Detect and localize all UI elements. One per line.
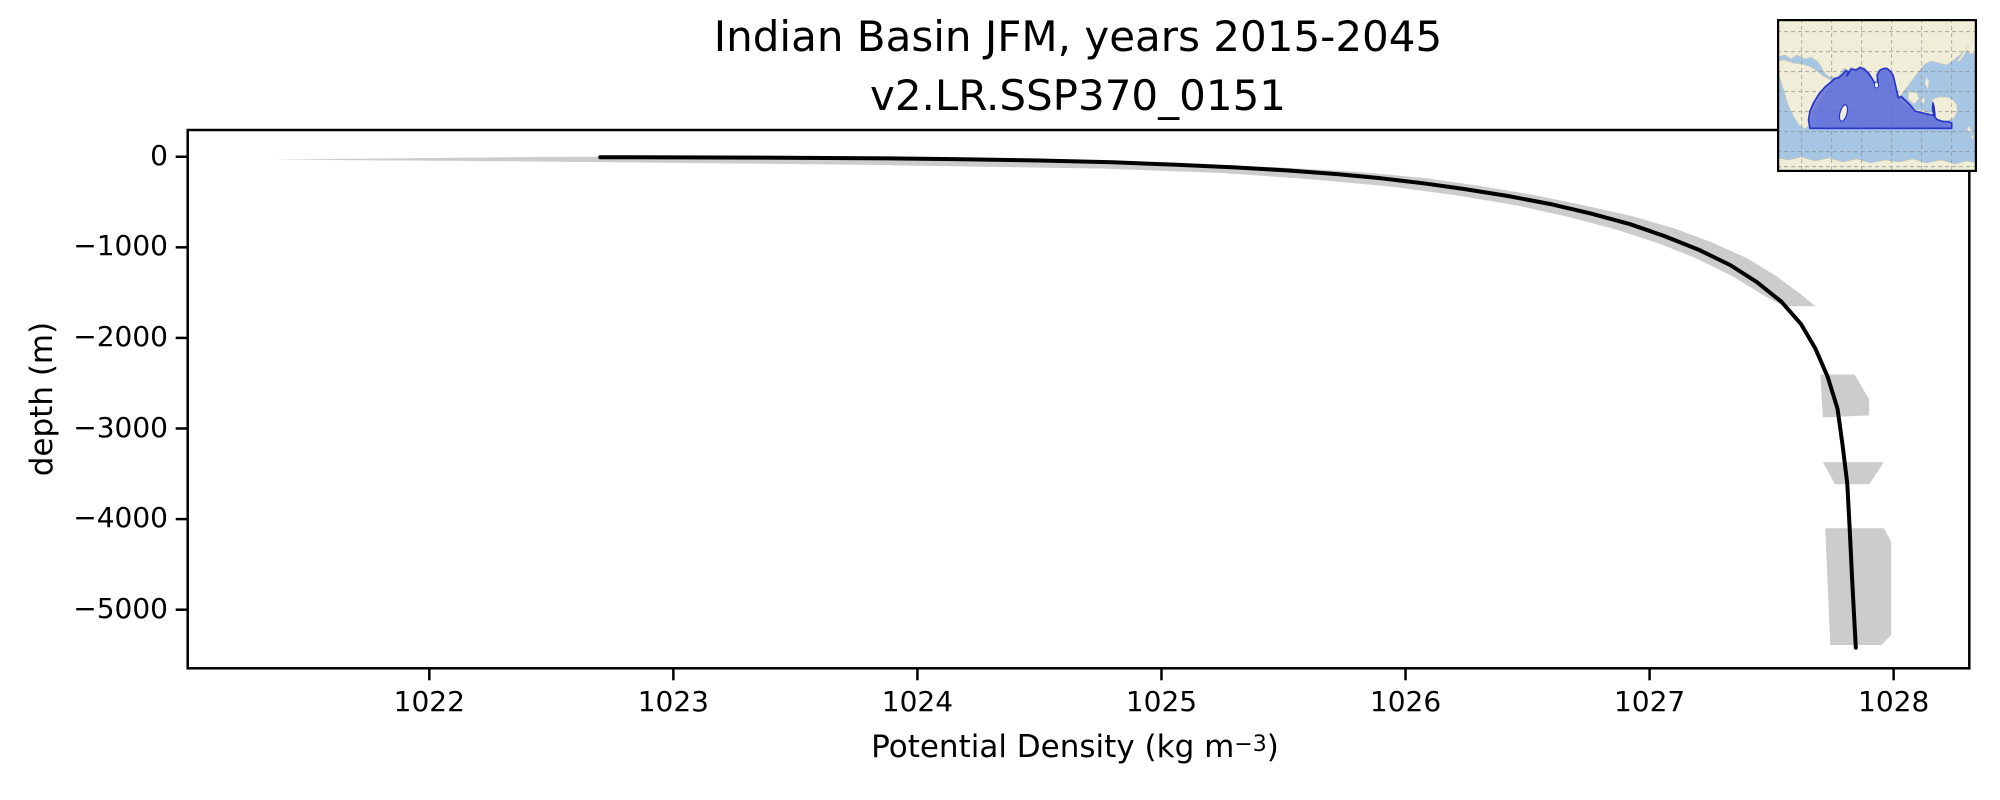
map-land-borneo (1907, 90, 1920, 105)
x-tick-label: 1028 (1858, 685, 1930, 718)
axes-spines (186, 128, 1971, 670)
x-axis-label-text: Potential Density (kg m (871, 729, 1235, 765)
map-land-sri-lanka (1874, 81, 1879, 89)
y-tick-label: −2000 (73, 319, 168, 353)
map-land-japan (1956, 44, 1970, 62)
x-axis-label-close: ) (1266, 729, 1279, 765)
y-tick-label: 0 (150, 138, 168, 172)
map-land-antarctica (1777, 156, 1977, 172)
y-tick-label: −3000 (73, 410, 168, 444)
x-tick-label: 1026 (1369, 685, 1442, 718)
map-land-eurasia (1777, 19, 1977, 100)
x-tick-label: 1022 (393, 685, 465, 718)
mean-profile-line (598, 155, 1858, 650)
x-axis-label-superscript: −3 (1234, 732, 1267, 757)
x-axis-label: Potential Density (kg m−3) (871, 729, 1279, 765)
x-tick-label: 1027 (1613, 685, 1686, 718)
map-land-new-zealand (1966, 125, 1975, 141)
inset-locator-map (1777, 19, 1977, 172)
x-tick-label: 1025 (1125, 685, 1198, 718)
map-land-madagascar (1838, 104, 1849, 122)
y-tick-label: −1000 (73, 229, 168, 263)
spread-band-deep-patch (1822, 462, 1884, 485)
y-tick-label: −5000 (73, 591, 168, 625)
plot-title: Indian Basin JFM, years 2015-2045 (713, 12, 1443, 61)
spread-band-deep-patch (1825, 528, 1892, 645)
spread-band-deep-patch (1820, 374, 1870, 418)
map-landmasses (1777, 19, 1977, 172)
map-border (1777, 19, 1977, 172)
spread-band (270, 156, 1816, 307)
y-tick-label: −4000 (73, 501, 168, 535)
plot-subtitle: v2.LR.SSP370_0151 (869, 71, 1287, 120)
x-tick-label: 1023 (637, 685, 709, 718)
map-land-philippines (1924, 76, 1930, 90)
x-tick-label: 1024 (881, 685, 954, 718)
